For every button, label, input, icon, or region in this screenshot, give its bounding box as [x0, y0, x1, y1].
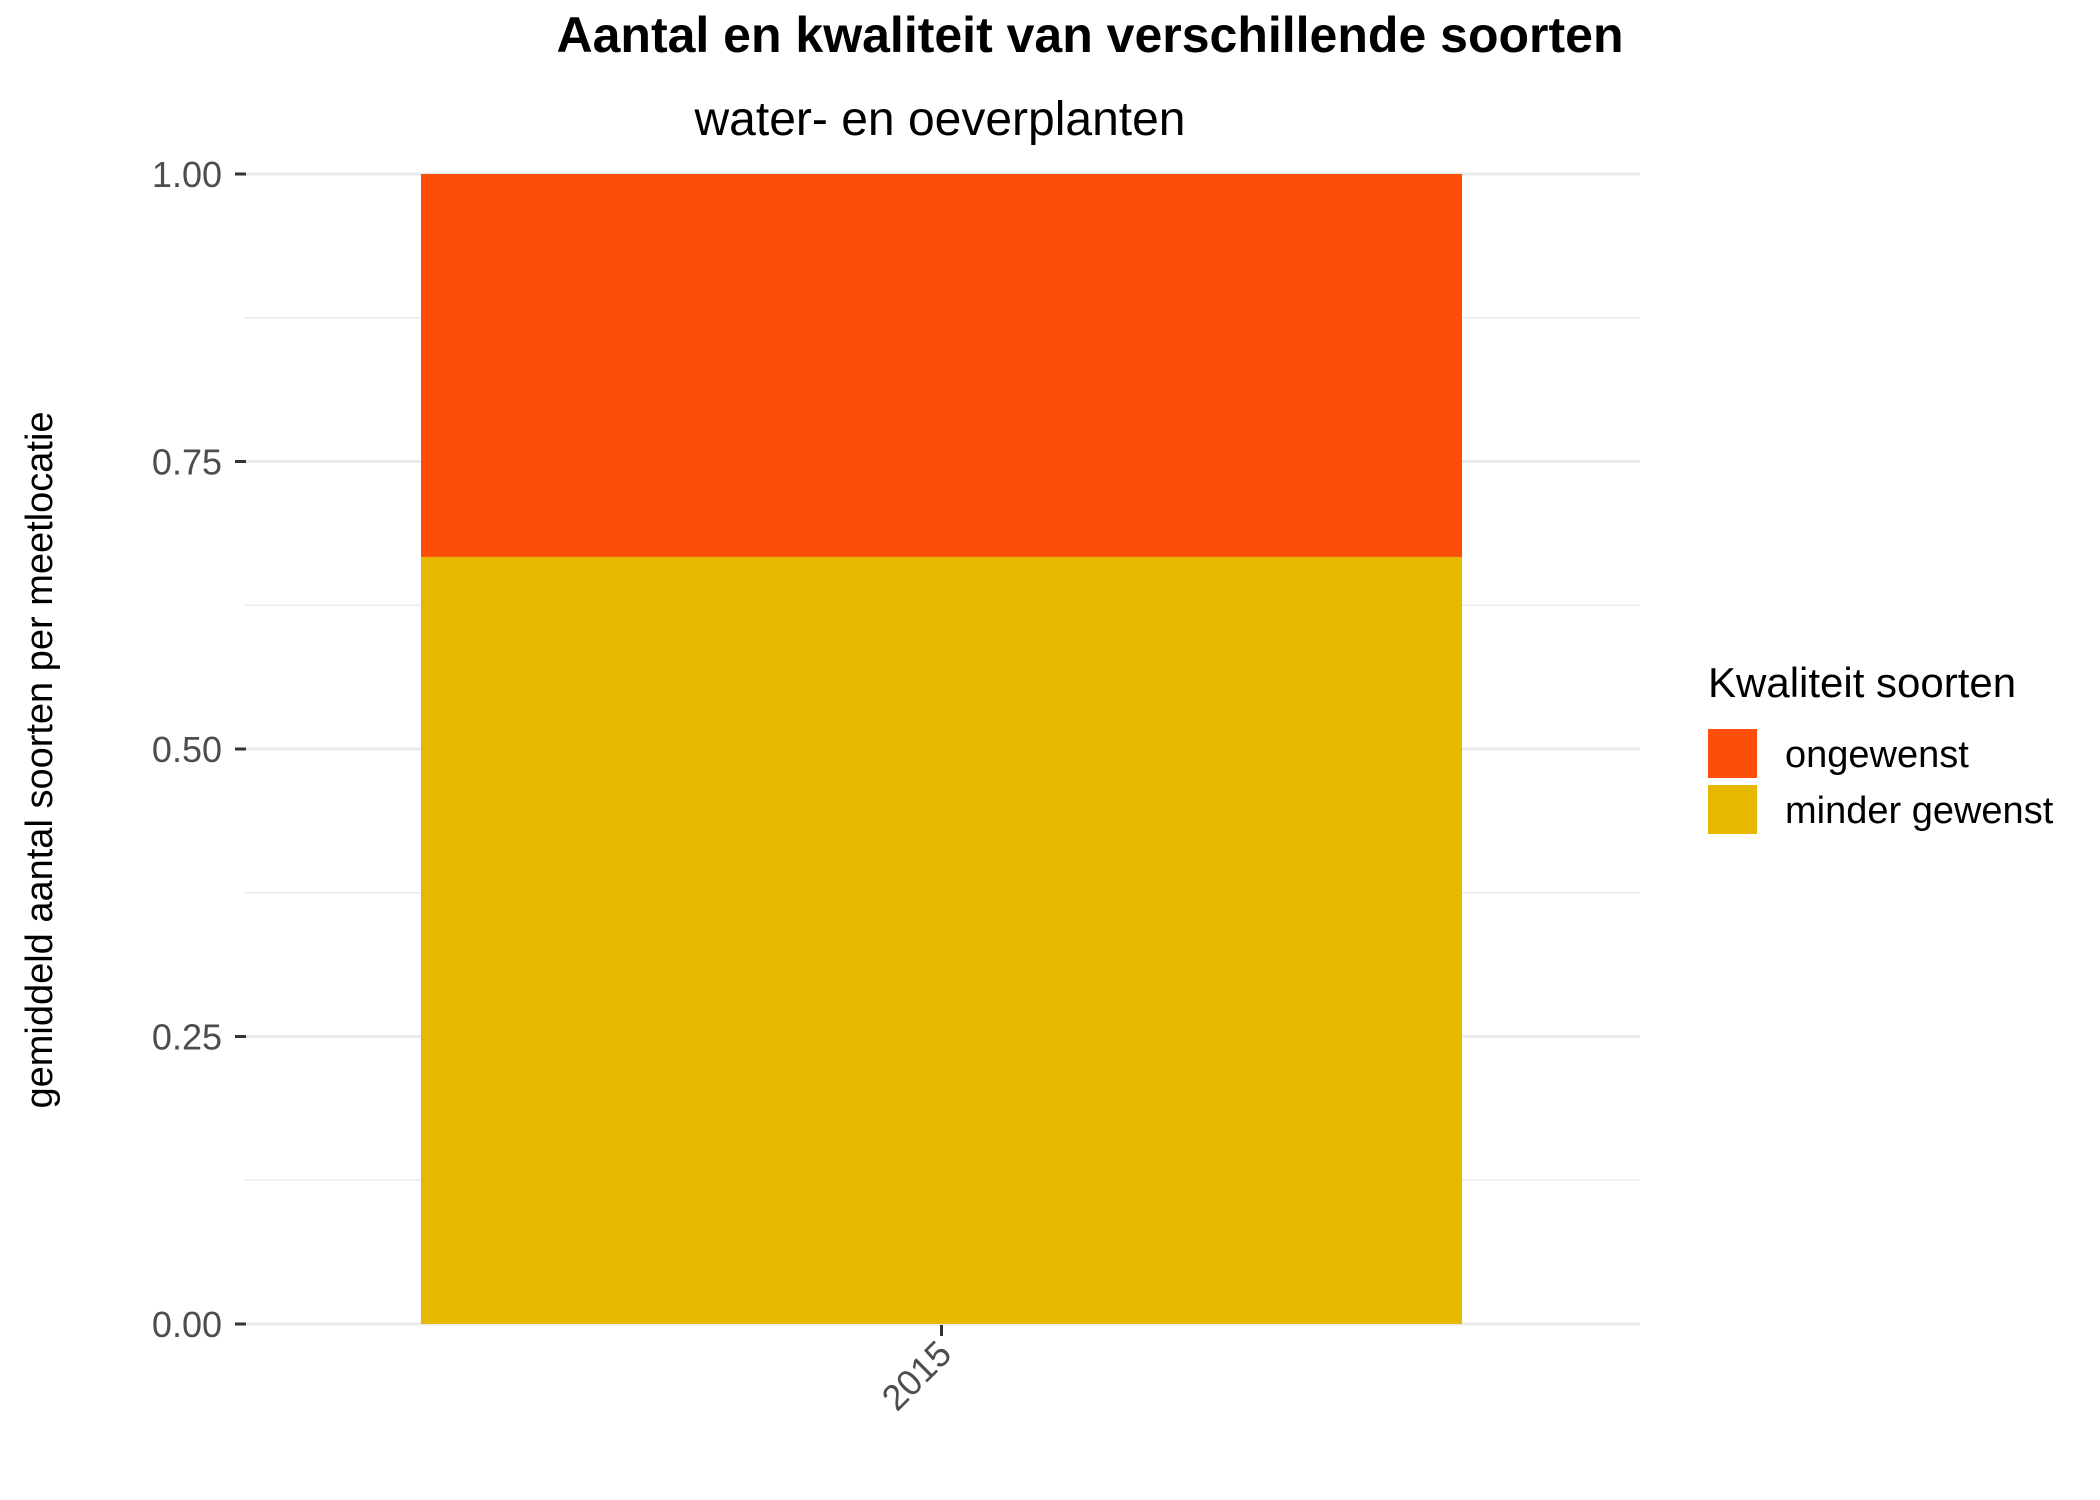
legend-label: ongewenst	[1785, 734, 1969, 776]
legend-label: minder gewenst	[1785, 790, 2054, 832]
y-axis: 0.00 0.25 0.50 0.75 1.00	[152, 154, 246, 1345]
chart-title: Aantal en kwaliteit van verschillende so…	[556, 7, 1623, 63]
y-tick-label: 0.50	[152, 729, 222, 770]
y-axis-title: gemiddeld aantal soorten per meetlocatie	[19, 411, 61, 1108]
chart-subtitle: water- en oeverplanten	[694, 93, 1186, 146]
bar-ongewenst	[421, 174, 1462, 557]
y-tick-label: 1.00	[152, 154, 222, 195]
bar-minder-gewenst	[421, 556, 1462, 1324]
y-tick-label: 0.00	[152, 1304, 222, 1345]
legend-key	[1708, 729, 1757, 778]
legend: Kwaliteit soorten ongewenst minder gewens…	[1708, 659, 2054, 834]
x-tick-label: 2015	[874, 1333, 960, 1419]
bars	[421, 174, 1462, 1324]
y-tick-label: 0.75	[152, 442, 222, 483]
x-axis: 2015	[874, 1325, 960, 1419]
legend-title: Kwaliteit soorten	[1708, 659, 2016, 706]
y-tick-label: 0.25	[152, 1017, 222, 1058]
legend-key	[1708, 785, 1757, 834]
